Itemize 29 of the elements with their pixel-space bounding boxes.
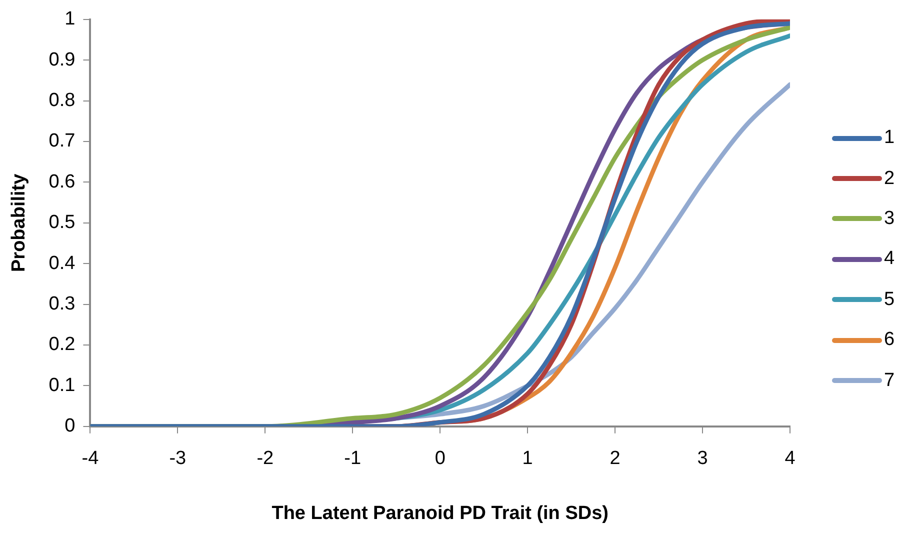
legend-label: 4 [884,248,895,270]
y-tick-label: 0.4 [48,252,76,274]
x-axis-title: The Latent Paranoid PD Trait (in SDs) [272,502,608,524]
legend-label: 1 [884,127,895,150]
y-tick-label: 0.6 [48,171,76,192]
x-tick-label: 4 [784,448,796,470]
y-tick-label: 0.3 [48,294,76,315]
x-tick-label: -3 [169,448,186,470]
y-tick-label: 0.5 [48,212,76,234]
y-tick-label: 0.9 [48,49,76,70]
x-tick-label: -4 [82,448,100,470]
x-tick-label: 1 [522,448,533,470]
y-tick-label: 0.1 [48,374,76,396]
y-tick-label: 0.7 [48,130,76,152]
y-tick-label: 0.2 [48,334,76,356]
legend-label: 2 [884,168,895,190]
legend-label: 6 [884,329,895,352]
y-tick-label: 1 [64,8,76,30]
legend-label: 7 [884,370,895,392]
x-tick-label: -1 [344,448,362,470]
x-tick-label: 2 [610,448,620,470]
y-tick-label: 0 [64,416,76,437]
legend-label: 3 [884,208,895,230]
y-axis-title: Probability [8,173,30,272]
x-tick-label: 3 [697,448,708,470]
legend-label: 5 [884,288,895,311]
x-tick-label: 0 [434,448,446,470]
y-tick-label: 0.8 [48,90,76,112]
x-tick-label: -2 [256,448,274,470]
